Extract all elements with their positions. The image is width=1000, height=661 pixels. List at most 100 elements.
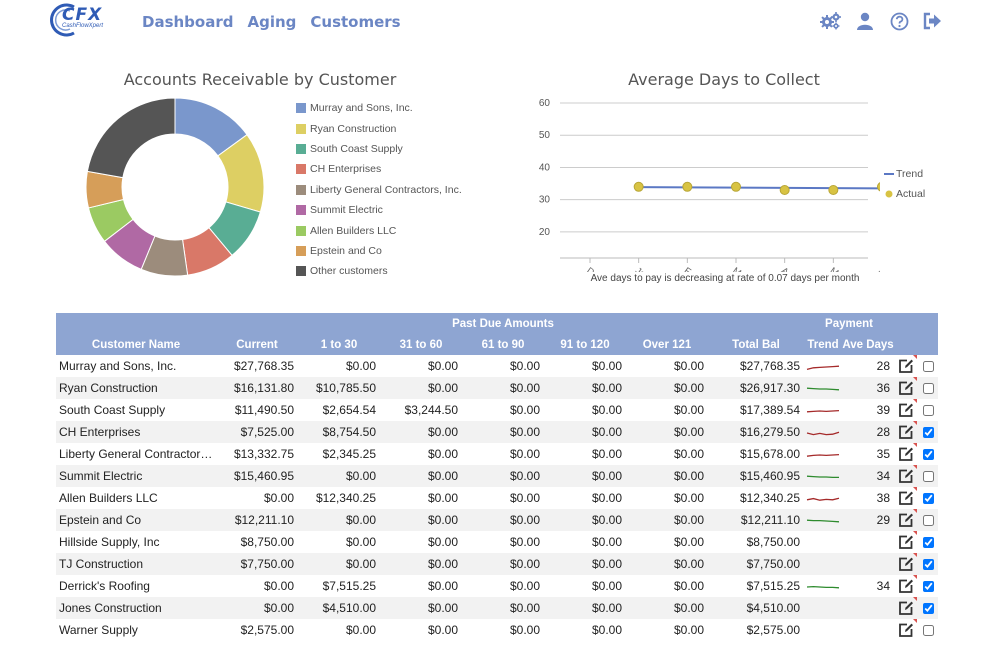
row-select-checkbox[interactable] <box>922 559 934 571</box>
edit-icon[interactable] <box>898 487 918 506</box>
customer-name-cell[interactable]: Warner Supply <box>59 623 138 637</box>
over-121-cell: $0.00 <box>626 421 709 443</box>
customer-name-cell[interactable]: Liberty General Contractors, Inc. <box>59 447 216 461</box>
legend-item[interactable]: Ryan Construction <box>296 118 462 138</box>
row-select-checkbox[interactable] <box>922 449 934 461</box>
legend-item[interactable]: CH Enterprises <box>296 159 462 179</box>
legend-swatch <box>296 123 306 134</box>
customer-name-cell[interactable]: Ryan Construction <box>56 377 216 399</box>
col-ave-days[interactable]: Ave Days <box>842 334 895 355</box>
current-cell: $8,750.00 <box>240 535 294 549</box>
col-trend[interactable]: Trend <box>804 334 843 355</box>
table-row[interactable]: Summit Electric $15,460.95 $0.00 $0.00 $0.00… <box>56 465 939 487</box>
nav-customers[interactable]: Customers <box>310 13 401 31</box>
table-row[interactable]: TJ Construction $7,750.00 $0.00 $0.00 $0.00 $… <box>56 553 939 575</box>
edit-icon[interactable] <box>898 421 918 440</box>
actual-point[interactable] <box>828 185 839 195</box>
table-row[interactable]: Allen Builders LLC $0.00 $12,340.25 $0.00 $0… <box>56 487 938 509</box>
help-icon[interactable] <box>888 10 910 32</box>
table-row[interactable]: Ryan Construction $16,131.80 $10,785.50 $0.… <box>56 377 939 399</box>
user-icon[interactable] <box>854 10 876 32</box>
actual-point[interactable] <box>731 181 741 192</box>
col-total-bal[interactable]: Total Bal <box>708 334 805 355</box>
col-91-120[interactable]: 91 to 120 <box>544 334 626 355</box>
row-select-checkbox[interactable] <box>922 361 934 373</box>
col-61-90[interactable]: 61 to 90 <box>462 334 544 355</box>
row-select-checkbox[interactable] <box>922 471 934 483</box>
customer-name-cell[interactable]: CH Enterprises <box>56 421 216 443</box>
settings-gears-icon[interactable] <box>820 10 842 32</box>
customer-name-cell[interactable]: Hillside Supply, Inc <box>59 535 160 549</box>
customer-name-cell[interactable]: Jones Construction <box>56 597 216 619</box>
donut-slice[interactable] <box>86 97 176 179</box>
legend-item[interactable]: Other customers <box>296 261 462 281</box>
table-row[interactable]: Epstein and Co $12,211.10 $0.00 $0.00 $0.00 $… <box>56 509 939 531</box>
table-row[interactable]: South Coast Supply $11,490.50 $2,654.54 $3,… <box>56 399 938 421</box>
edit-icon[interactable] <box>898 509 918 528</box>
col-current[interactable]: Current <box>216 334 298 355</box>
customer-name-cell[interactable]: Murray and Sons, Inc. <box>59 359 177 373</box>
table-row[interactable]: Jones Construction $0.00 $4,510.00 $0.00 $0.… <box>56 597 939 619</box>
edit-icon[interactable] <box>898 465 918 484</box>
legend-item[interactable]: Epstein and Co <box>296 241 462 261</box>
actual-point[interactable] <box>682 181 693 192</box>
nav-aging[interactable]: Aging <box>247 13 297 31</box>
customer-name-cell[interactable]: Derrick's Roofing <box>59 579 150 593</box>
row-select-checkbox[interactable] <box>922 427 934 439</box>
d91-120-cell: $0.00 <box>591 623 622 637</box>
edit-icon[interactable] <box>898 575 918 594</box>
col-1-30[interactable]: 1 to 30 <box>298 334 380 355</box>
legend-item[interactable]: Liberty General Contractors, Inc. <box>296 180 462 200</box>
row-select-checkbox[interactable] <box>922 581 934 593</box>
ave-days-cell: 28 <box>876 359 891 373</box>
table-row[interactable]: Liberty General Contractors, Inc. $13,332… <box>56 443 938 465</box>
customer-name-cell[interactable]: Allen Builders LLC <box>59 491 158 505</box>
table-row[interactable]: Warner Supply $2,575.00 $0.00 $0.00 $0.00 $0.… <box>56 619 938 641</box>
col-select <box>918 334 939 355</box>
edit-icon[interactable] <box>898 531 918 550</box>
customer-name-cell[interactable]: Epstein and Co <box>56 509 216 531</box>
logout-icon[interactable] <box>922 10 944 32</box>
row-select-checkbox[interactable] <box>922 625 934 637</box>
table-row[interactable]: Hillside Supply, Inc $8,750.00 $0.00 $0.00 $… <box>56 531 938 553</box>
row-select-checkbox[interactable] <box>922 493 934 505</box>
actual-point[interactable] <box>877 182 881 192</box>
ave-days-cell <box>842 597 895 619</box>
edit-icon[interactable] <box>898 619 918 638</box>
table-row[interactable]: CH Enterprises $7,525.00 $8,754.50 $0.00 $0.… <box>56 421 939 443</box>
customer-name-cell[interactable]: Summit Electric <box>56 465 216 487</box>
legend-label: Ryan Construction <box>310 122 397 135</box>
customer-name-cell[interactable]: TJ Construction <box>56 553 216 575</box>
edit-icon[interactable] <box>898 597 918 616</box>
row-select-checkbox[interactable] <box>922 603 934 615</box>
legend-trend-line <box>884 173 894 175</box>
table-row[interactable]: Murray and Sons, Inc. $27,768.35 $0.00 $0.0… <box>56 355 938 377</box>
trend-sparkline <box>806 475 840 478</box>
legend-swatch <box>296 205 306 216</box>
edit-icon[interactable] <box>898 377 918 396</box>
row-select-checkbox[interactable] <box>922 537 934 549</box>
legend-item[interactable]: Murray and Sons, Inc. <box>296 98 462 118</box>
d1-30-cell: $0.00 <box>298 465 380 487</box>
row-select-checkbox[interactable] <box>922 515 934 527</box>
row-select-checkbox[interactable] <box>922 383 934 395</box>
row-select-checkbox[interactable] <box>922 405 934 417</box>
edit-icon[interactable] <box>898 443 918 462</box>
col-customer-name[interactable]: Customer Name <box>56 334 216 355</box>
over-121-cell: $0.00 <box>626 465 709 487</box>
actual-point[interactable] <box>779 185 790 195</box>
edit-icon[interactable] <box>898 553 918 572</box>
actual-point[interactable] <box>633 181 644 192</box>
nav-dashboard[interactable]: Dashboard <box>142 13 234 31</box>
customer-name-cell[interactable]: South Coast Supply <box>59 403 166 417</box>
legend-item[interactable]: South Coast Supply <box>296 139 462 159</box>
cfx-logo[interactable]: CFX CashFlowXpert <box>44 2 124 38</box>
col-31-60[interactable]: 31 to 60 <box>380 334 462 355</box>
table-row[interactable]: Derrick's Roofing $0.00 $7,515.25 $0.00 $0.0… <box>56 575 938 597</box>
over-121-cell: $0.00 <box>673 447 705 461</box>
col-over-121[interactable]: Over 121 <box>626 334 709 355</box>
legend-item[interactable]: Summit Electric <box>296 200 462 220</box>
legend-item[interactable]: Allen Builders LLC <box>296 220 462 240</box>
edit-icon[interactable] <box>898 399 918 418</box>
edit-icon[interactable] <box>898 355 918 374</box>
